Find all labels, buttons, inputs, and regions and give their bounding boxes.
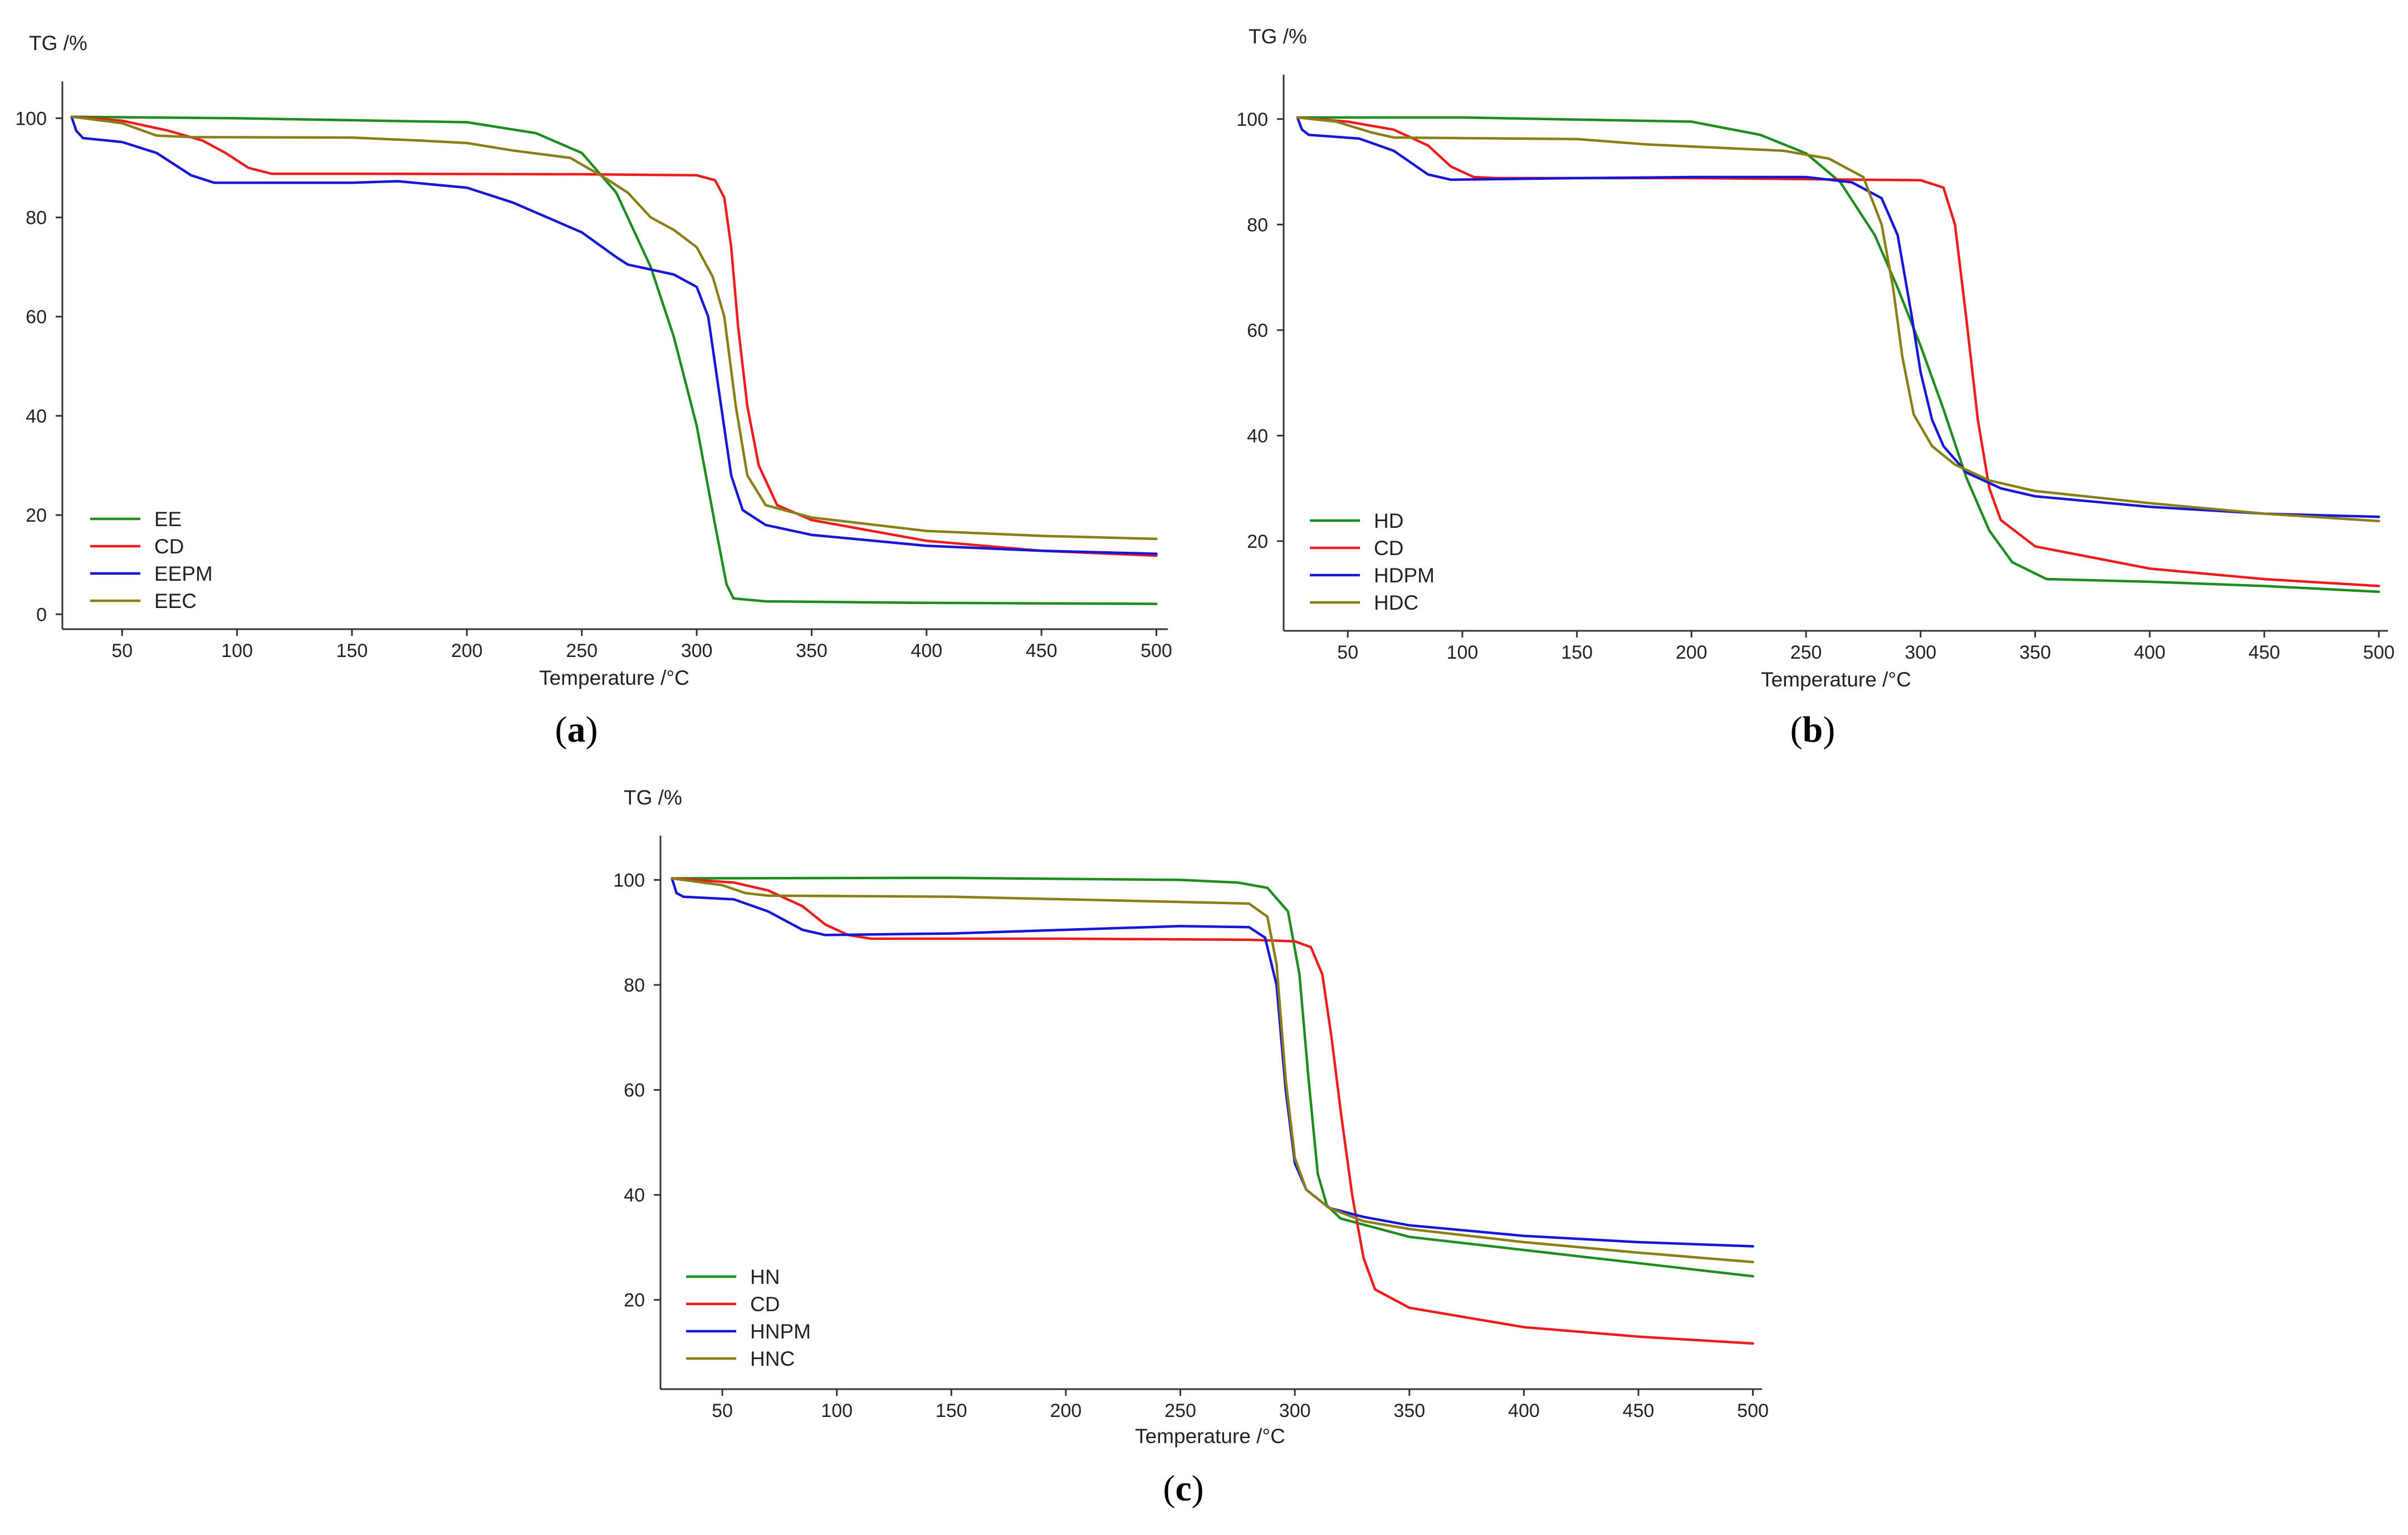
panel-caption-a: (a) xyxy=(555,709,598,750)
legend-entry-hdc: HDC xyxy=(1374,591,1418,614)
x-tick-label: 250 xyxy=(1164,1400,1196,1421)
legend-entry-eepm: EEPM xyxy=(154,562,213,585)
y-tick-label: 60 xyxy=(624,1080,645,1101)
y-tick-label: 80 xyxy=(26,208,47,229)
caption-letter: a xyxy=(567,709,586,750)
x-tick-label: 350 xyxy=(2019,642,2051,663)
x-tick-label: 500 xyxy=(1141,640,1172,661)
caption-open-paren: ( xyxy=(1790,709,1803,750)
x-tick-label: 150 xyxy=(1561,642,1593,663)
x-tick-label: 200 xyxy=(1676,642,1707,663)
y-tick-label: 20 xyxy=(624,1290,645,1311)
x-tick-label: 400 xyxy=(911,640,942,661)
x-tick-label: 200 xyxy=(451,640,483,661)
panel-caption-c: (c) xyxy=(1163,1468,1203,1509)
x-tick-label: 450 xyxy=(2249,642,2280,663)
x-tick-label: 50 xyxy=(1337,642,1358,663)
caption-letter: c xyxy=(1175,1468,1191,1509)
y-tick-label: 100 xyxy=(15,108,47,129)
x-tick-label: 50 xyxy=(111,640,133,661)
y-tick-label: 80 xyxy=(1247,214,1268,236)
x-tick-label: 250 xyxy=(1790,642,1822,663)
series-line-hnpm-c xyxy=(670,877,1754,1248)
legend-b: HD CD HDPM HDC xyxy=(1310,509,1435,614)
x-tick-label: 100 xyxy=(221,640,253,661)
x-tick-label: 100 xyxy=(821,1400,853,1421)
x-tick-label: 150 xyxy=(336,640,368,661)
y-tick-label: 40 xyxy=(1247,425,1268,447)
x-tick-label: 300 xyxy=(1279,1400,1311,1421)
x-tick-label: 500 xyxy=(1737,1400,1769,1421)
y-tick-label: 60 xyxy=(26,307,47,328)
series-line-eec-a xyxy=(70,115,1158,541)
series-line-cd-c xyxy=(670,877,1754,1345)
legend-entry-hnpm: HNPM xyxy=(750,1320,811,1343)
y-tick-label: 20 xyxy=(26,505,47,526)
series-line-cd-b xyxy=(1296,116,2380,587)
chart-panel-c: 50 100 150 200 250 300 350 400 450 500 20 40 60 80 100… xyxy=(613,786,1769,1509)
series-line-hn-c xyxy=(670,876,1754,1278)
legend-entry-cd: CD xyxy=(750,1293,780,1316)
caption-open-paren: ( xyxy=(1163,1468,1175,1509)
chart-panels: 50 100 150 200 250 300 350 400 450 500 0 20 40 60 80 10… xyxy=(15,25,2395,1509)
x-tick-label: 350 xyxy=(796,640,828,661)
x-tick-label: 350 xyxy=(1393,1400,1425,1421)
y-tick-label: 0 xyxy=(36,604,47,625)
legend-entry-hn: HN xyxy=(750,1266,780,1288)
x-tick-label: 300 xyxy=(1905,642,1936,663)
x-tick-label: 400 xyxy=(2134,642,2166,663)
series-line-eepm-a xyxy=(70,115,1158,555)
legend-entry-hd: HD xyxy=(1374,509,1403,532)
legend-entry-cd: CD xyxy=(1374,537,1403,560)
x-tick-label: 450 xyxy=(1026,640,1058,661)
y-axis-label: TG /% xyxy=(29,32,87,55)
chart-panel-b: 50 100 150 200 250 300 350 400 450 500 20 40 60 80 100… xyxy=(1236,25,2395,750)
y-tick-label: 100 xyxy=(1236,109,1268,130)
y-axis-label: TG /% xyxy=(1249,25,1307,48)
legend-entry-hnc: HNC xyxy=(750,1347,795,1370)
legend-entry-cd: CD xyxy=(154,535,184,558)
caption-open-paren: ( xyxy=(555,709,567,750)
x-tick-label: 400 xyxy=(1508,1400,1540,1421)
y-tick-label: 40 xyxy=(26,406,47,427)
legend-a: EE CD EEPM EEC xyxy=(90,508,213,612)
chart-panel-a: 50 100 150 200 250 300 350 400 450 500 0 20 40 60 80 10… xyxy=(15,32,1172,750)
x-axis-label: Temperature /°C xyxy=(1761,668,1911,691)
x-tick-label: 500 xyxy=(2363,642,2395,663)
x-tick-label: 300 xyxy=(681,640,713,661)
legend-entry-eec: EEC xyxy=(154,590,197,612)
series-line-hdpm-b xyxy=(1296,116,2380,518)
caption-close-paren: ) xyxy=(1192,1468,1204,1509)
x-tick-label: 250 xyxy=(566,640,598,661)
y-tick-label: 80 xyxy=(624,975,645,996)
y-tick-label: 40 xyxy=(624,1185,645,1206)
x-axis-label: Temperature /°C xyxy=(1135,1425,1285,1448)
legend-c: HN CD HNPM HNC xyxy=(686,1266,811,1370)
y-tick-label: 100 xyxy=(613,870,645,891)
series-line-hdc-b xyxy=(1296,116,2380,523)
panel-caption-b: (b) xyxy=(1790,709,1836,750)
legend-entry-ee: EE xyxy=(154,508,182,531)
caption-close-paren: ) xyxy=(1823,709,1835,750)
caption-letter: b xyxy=(1803,709,1823,750)
x-tick-label: 200 xyxy=(1050,1400,1082,1421)
y-tick-label: 60 xyxy=(1247,320,1268,341)
x-tick-label: 50 xyxy=(712,1400,733,1421)
series-line-hnc-c xyxy=(670,877,1754,1264)
x-tick-label: 100 xyxy=(1447,642,1479,663)
x-tick-label: 150 xyxy=(936,1400,967,1421)
legend-entry-hdpm: HDPM xyxy=(1374,564,1435,587)
y-tick-label: 20 xyxy=(1247,531,1268,552)
caption-close-paren: ) xyxy=(586,709,598,750)
series-line-hd-b xyxy=(1296,116,2380,594)
x-tick-label: 450 xyxy=(1623,1400,1655,1421)
series-line-ee-a xyxy=(70,115,1158,605)
y-axis-label: TG /% xyxy=(624,786,682,809)
x-axis-label: Temperature /°C xyxy=(539,666,689,689)
